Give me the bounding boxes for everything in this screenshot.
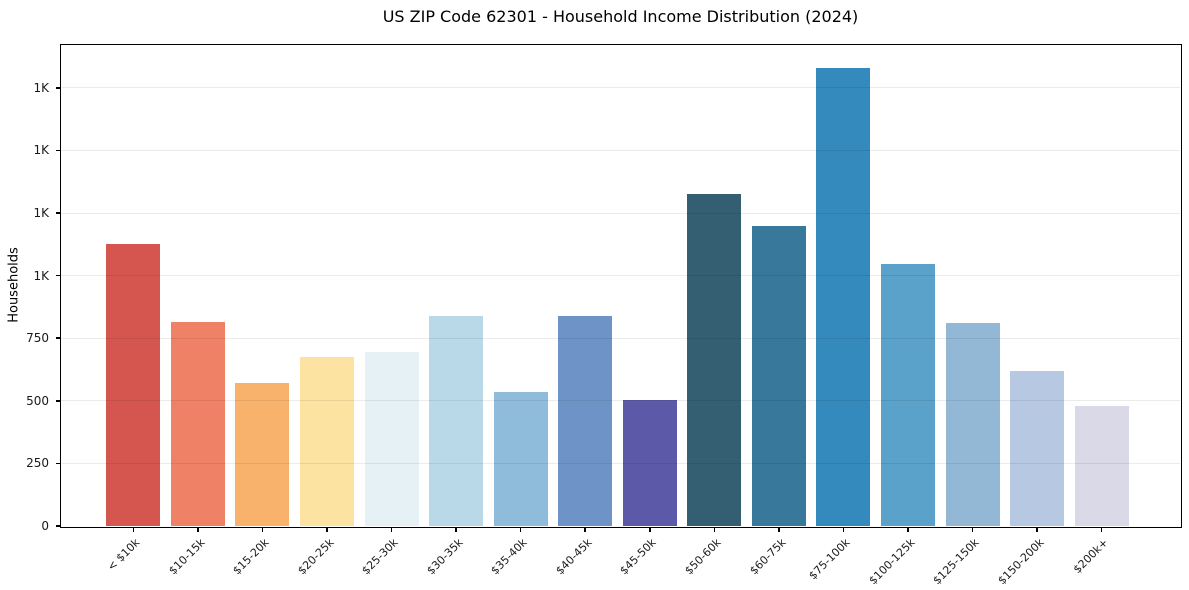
- bar-1: [170, 321, 225, 526]
- y-tick-mark-2: [56, 400, 61, 402]
- x-tick-mark-10: [778, 527, 780, 532]
- y-tick-mark-3: [56, 337, 61, 339]
- y-tick-label-2: 500: [26, 393, 49, 408]
- gridline-500: [61, 400, 1180, 402]
- x-tick-label-15: $200k+: [1070, 536, 1111, 577]
- gridline-750: [61, 337, 1180, 339]
- bar-5: [429, 315, 484, 526]
- y-tick-label-7: 1K: [33, 80, 49, 95]
- y-tick-label-0: 0: [41, 519, 49, 533]
- bar-7: [558, 315, 613, 526]
- y-tick-mark-6: [56, 149, 61, 152]
- x-tick-label-8: $45-50k: [617, 536, 659, 578]
- x-tick-label-7: $40-45k: [553, 536, 595, 578]
- x-tick-mark-15: [1100, 527, 1103, 532]
- y-tick-label-6: 1K: [33, 143, 49, 158]
- x-tick-mark-4: [390, 527, 393, 532]
- x-tick-label-12: $100-125k: [866, 536, 918, 588]
- x-tick-mark-14: [1036, 527, 1038, 532]
- gridline-1500: [61, 149, 1180, 151]
- y-tick-label-1: 250: [26, 456, 49, 471]
- x-tick-mark-3: [326, 527, 328, 532]
- x-axis: < $10k $10-15k $15-20k $20-25k $25-30k $30-35…: [61, 526, 1180, 590]
- y-tick-mark-7: [56, 87, 61, 89]
- x-tick-label-3: $20-25k: [294, 536, 337, 578]
- bar-2: [235, 383, 290, 526]
- gridline-1750: [61, 87, 1180, 89]
- x-tick-mark-13: [971, 527, 974, 532]
- x-tick-label-11: $75-100k: [806, 536, 853, 583]
- x-tick-mark-0: [132, 527, 135, 532]
- bar-12: [881, 264, 936, 526]
- bar-14: [1010, 370, 1065, 526]
- y-tick-mark-1: [56, 462, 61, 465]
- y-tick-mark-5: [56, 212, 61, 214]
- x-tick-label-13: $125-150k: [930, 536, 982, 588]
- bar-15: [1074, 405, 1129, 526]
- bar-11: [816, 67, 871, 526]
- bar-3: [299, 357, 354, 526]
- x-tick-mark-5: [455, 527, 457, 532]
- bar-4: [364, 351, 419, 526]
- bar-8: [622, 399, 677, 526]
- gridline-1250: [61, 212, 1180, 214]
- x-tick-mark-9: [713, 527, 716, 532]
- x-tick-label-2: $15-20k: [230, 536, 272, 578]
- y-tick-label-5: 1K: [33, 206, 49, 220]
- x-tick-mark-7: [584, 527, 586, 532]
- x-tick-mark-11: [842, 527, 845, 532]
- x-tick-mark-1: [197, 527, 199, 532]
- bar-9: [687, 194, 742, 526]
- x-tick-mark-2: [261, 527, 264, 532]
- y-tick-label-3: 750: [26, 331, 49, 346]
- plot-area: [59, 43, 1182, 528]
- bar-10: [751, 225, 806, 526]
- chart-title: US ZIP Code 62301 - Household Income Dis…: [382, 7, 859, 26]
- x-tick-label-4: $25-30k: [359, 536, 401, 578]
- x-tick-label-10: $60-75k: [746, 536, 789, 578]
- bar-13: [945, 323, 1000, 526]
- x-tick-label-1: $10-15k: [165, 536, 208, 578]
- x-tick-label-9: $50-60k: [682, 536, 724, 578]
- x-tick-label-5: $30-35k: [424, 536, 466, 578]
- bar-6: [493, 392, 548, 526]
- y-tick-mark-4: [56, 274, 61, 277]
- x-tick-mark-8: [649, 527, 651, 532]
- gridline-1000: [61, 275, 1180, 277]
- y-tick-mark-0: [56, 525, 61, 527]
- x-tick-mark-12: [907, 527, 909, 532]
- x-tick-mark-6: [519, 527, 522, 532]
- x-tick-label-14: $150-200k: [995, 536, 1047, 588]
- x-tick-label-6: $35-40k: [488, 536, 530, 578]
- y-tick-label-4: 1K: [33, 268, 49, 283]
- y-axis: 0 250 500 750 1K 1K 1K 1K: [0, 45, 61, 533]
- gridline-250: [61, 462, 1180, 464]
- bar-0: [106, 244, 161, 526]
- x-tick-label-0: < $10k: [104, 536, 143, 574]
